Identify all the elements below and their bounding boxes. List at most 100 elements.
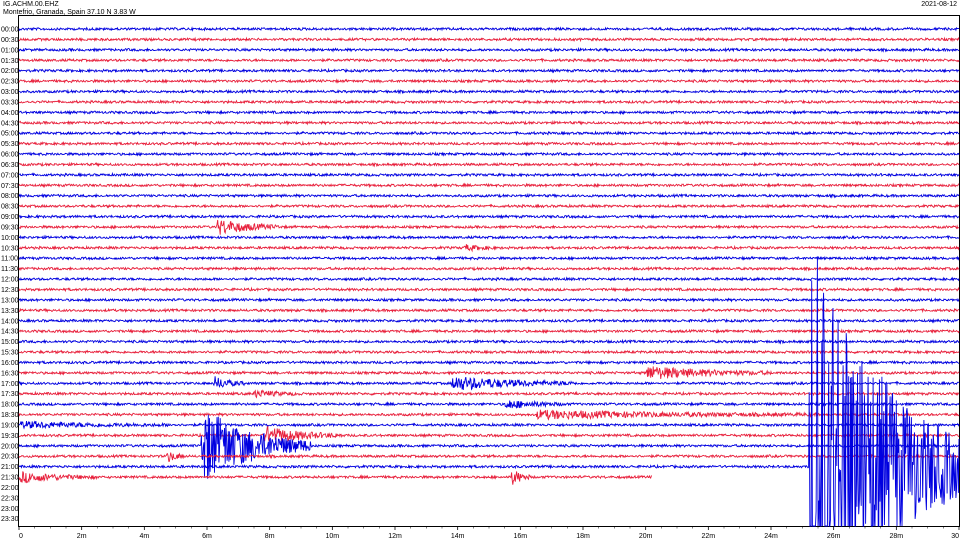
trace-line — [18, 317, 960, 324]
trace-line — [18, 78, 960, 84]
row-label: 07:00 — [1, 172, 19, 179]
row-label: 13:30 — [1, 308, 19, 315]
trace-line — [18, 192, 960, 199]
row-label-axis: 00:00 00:30 01:00 01:30 02:00 02:30 03:00 03:30… — [1, 27, 19, 524]
row-label: 23:30 — [1, 516, 19, 523]
row-label: 21:00 — [1, 464, 19, 471]
trace-line — [18, 389, 960, 399]
trace-line — [18, 256, 960, 527]
row-label: 00:00 — [1, 27, 19, 34]
row-label: 01:30 — [1, 58, 19, 65]
x-tick-label: 10m — [326, 533, 340, 540]
trace-line — [18, 349, 960, 355]
row-label: 06:00 — [1, 152, 19, 159]
row-label: 03:30 — [1, 99, 19, 106]
trace-line — [18, 286, 960, 293]
row-label: 11:30 — [1, 266, 18, 273]
row-label: 03:00 — [1, 89, 19, 96]
row-label: 17:00 — [1, 381, 19, 388]
trace-area — [18, 26, 960, 527]
row-label: 22:00 — [1, 485, 19, 492]
row-label: 16:00 — [1, 360, 19, 367]
row-label: 06:30 — [1, 162, 19, 169]
row-label: 09:30 — [1, 225, 19, 232]
row-label: 19:30 — [1, 433, 19, 440]
trace-line — [18, 399, 960, 409]
row-label: 02:00 — [1, 68, 19, 75]
row-label: 12:30 — [1, 287, 19, 294]
trace-line — [18, 359, 960, 366]
trace-line — [18, 328, 960, 335]
trace-line — [18, 414, 960, 479]
x-tick-label: 6m — [202, 533, 212, 540]
trace-line — [19, 234, 960, 241]
trace-line — [18, 182, 960, 189]
x-tick-label: 30 — [951, 533, 959, 540]
trace-line — [18, 36, 960, 43]
trace-line — [18, 276, 960, 282]
x-tick-label: 22m — [702, 533, 716, 540]
row-label: 14:00 — [1, 318, 19, 325]
trace-line — [18, 244, 960, 253]
row-label: 04:00 — [1, 110, 19, 117]
trace-line — [18, 203, 960, 209]
row-label: 14:30 — [1, 329, 19, 336]
row-label: 16:30 — [1, 370, 19, 377]
trace-line — [18, 307, 960, 314]
trace-line — [18, 57, 960, 64]
station-location: Montefrio, Granada, Spain 37.10 N 3.83 W — [3, 9, 136, 16]
x-tick-label: 4m — [139, 533, 149, 540]
station-title: IG.ACHM.00.EHZ — [3, 1, 59, 8]
row-label: 08:30 — [1, 204, 19, 211]
x-tick-label: 12m — [388, 533, 402, 540]
trace-line — [18, 171, 960, 178]
row-label: 04:30 — [1, 120, 19, 127]
trace-line — [18, 88, 960, 95]
row-label: 10:30 — [1, 245, 19, 252]
trace-line — [18, 67, 960, 74]
row-label: 23:00 — [1, 506, 19, 513]
trace-line — [18, 452, 960, 462]
trace-line — [18, 265, 960, 272]
trace-line — [18, 338, 960, 345]
row-label: 18:00 — [1, 402, 19, 409]
row-label: 05:00 — [1, 131, 19, 138]
row-label: 21:30 — [1, 475, 19, 482]
row-label: 01:00 — [1, 47, 19, 54]
trace-line — [18, 130, 960, 137]
trace-line — [18, 471, 652, 485]
x-tick-label: 2m — [77, 533, 87, 540]
trace-line — [18, 297, 960, 303]
trace-line — [18, 161, 960, 168]
x-tick-label: 26m — [827, 533, 841, 540]
trace-line — [18, 376, 960, 391]
trace-line — [18, 98, 960, 105]
x-tick-label: 0 — [19, 533, 23, 540]
row-label: 05:30 — [1, 141, 19, 148]
row-label: 08:00 — [1, 193, 19, 200]
x-tick-label: 24m — [764, 533, 778, 540]
x-tick-label: 18m — [576, 533, 590, 540]
row-label: 20:00 — [1, 443, 19, 450]
x-tick-label: 8m — [265, 533, 275, 540]
trace-line — [19, 213, 959, 220]
trace-line — [19, 425, 960, 442]
trace-line — [18, 255, 960, 262]
trace-line — [18, 420, 960, 430]
trace-line — [18, 219, 960, 235]
x-tick-label: 16m — [514, 533, 528, 540]
row-label: 13:00 — [1, 297, 19, 304]
x-tick-label: 20m — [639, 533, 653, 540]
x-tick-label: 14m — [451, 533, 465, 540]
trace-line — [18, 26, 960, 32]
trace-line — [18, 109, 960, 116]
row-label: 15:30 — [1, 350, 19, 357]
row-label: 18:30 — [1, 412, 19, 419]
row-label: 10:00 — [1, 235, 19, 242]
row-label: 17:30 — [1, 391, 19, 398]
row-label: 09:00 — [1, 214, 19, 221]
row-label: 19:00 — [1, 423, 19, 430]
row-label: 22:30 — [1, 495, 19, 502]
trace-line — [18, 119, 960, 126]
